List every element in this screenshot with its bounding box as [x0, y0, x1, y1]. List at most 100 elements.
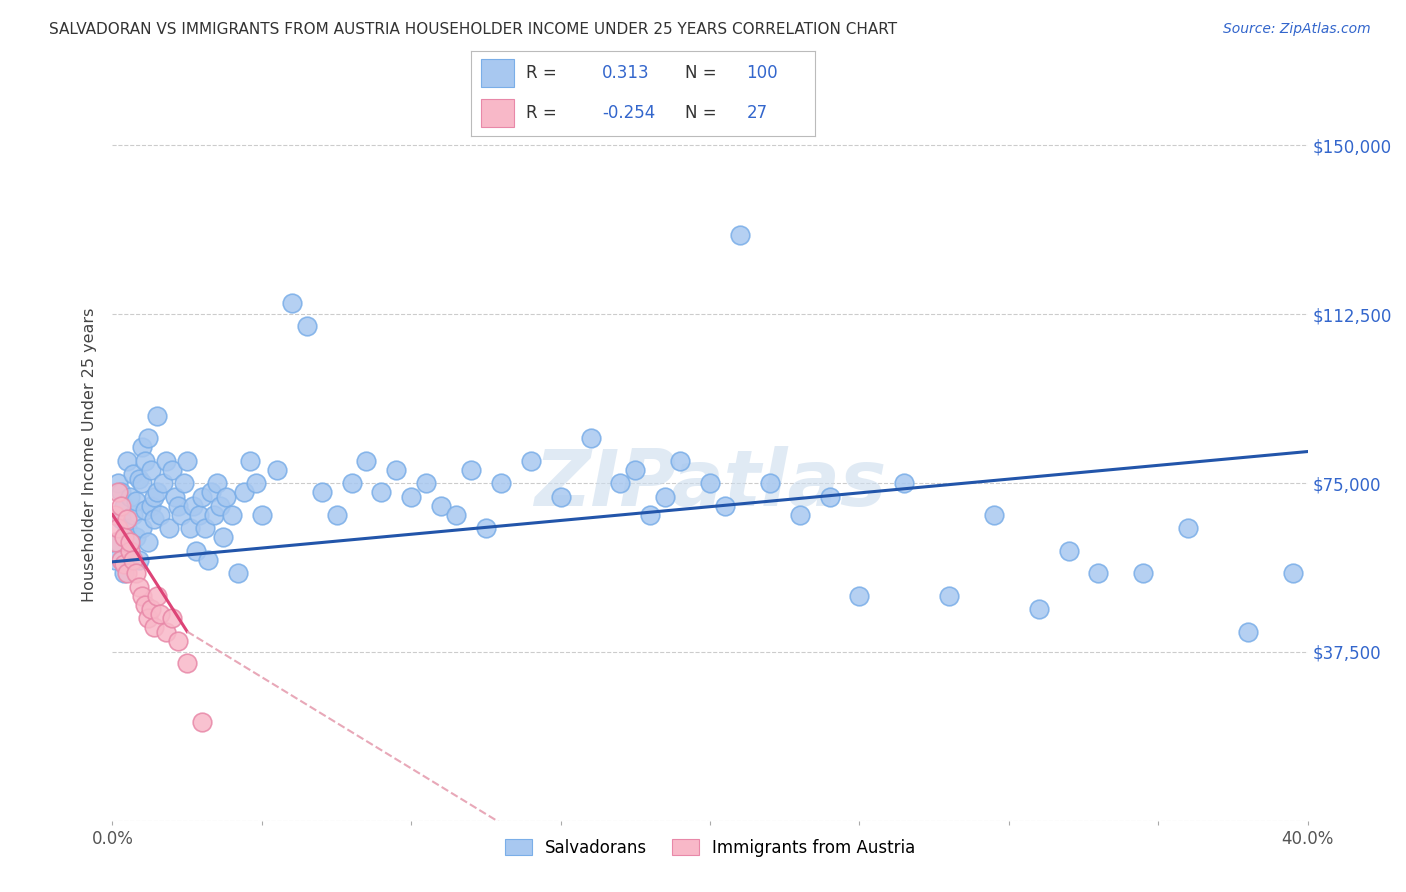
Point	[128, 471, 150, 485]
Point	[117, 566, 139, 580]
Y-axis label: Householder Income Under 25 years: Householder Income Under 25 years	[82, 308, 97, 602]
Point	[609, 476, 631, 491]
Point	[122, 508, 145, 522]
Text: N =: N =	[685, 64, 716, 82]
Point	[191, 714, 214, 729]
Point	[215, 490, 238, 504]
Point	[266, 462, 288, 476]
Point	[1281, 566, 1303, 580]
Point	[134, 598, 156, 612]
Point	[141, 602, 163, 616]
Point	[120, 543, 142, 558]
Text: N =: N =	[685, 103, 716, 121]
Point	[983, 508, 1005, 522]
Point	[141, 499, 163, 513]
Point	[107, 521, 129, 535]
Point	[167, 633, 190, 648]
Bar	[481, 99, 515, 128]
Point	[1237, 624, 1260, 639]
Text: R =: R =	[526, 103, 557, 121]
Point	[114, 566, 135, 580]
Point	[188, 508, 211, 522]
Point	[114, 530, 135, 544]
Point	[194, 521, 217, 535]
Point	[107, 476, 129, 491]
Point	[200, 485, 222, 500]
Point	[281, 296, 304, 310]
Point	[415, 476, 437, 491]
Text: Source: ZipAtlas.com: Source: ZipAtlas.com	[1223, 22, 1371, 37]
Point	[143, 620, 166, 634]
Text: SALVADORAN VS IMMIGRANTS FROM AUSTRIA HOUSEHOLDER INCOME UNDER 25 YEARS CORRELAT: SALVADORAN VS IMMIGRANTS FROM AUSTRIA HO…	[49, 22, 897, 37]
Point	[176, 656, 198, 670]
Point	[233, 485, 256, 500]
Point	[1177, 521, 1199, 535]
Point	[325, 508, 347, 522]
Point	[385, 462, 408, 476]
Point	[624, 462, 647, 476]
Point	[640, 508, 662, 522]
Point	[138, 431, 160, 445]
Point	[460, 462, 482, 476]
Text: 0.313: 0.313	[602, 64, 650, 82]
Point	[938, 589, 960, 603]
Point	[143, 512, 166, 526]
Point	[489, 476, 512, 491]
Point	[120, 543, 142, 558]
Point	[212, 530, 235, 544]
Point	[245, 476, 267, 491]
Point	[848, 589, 870, 603]
Point	[430, 499, 453, 513]
Text: 100: 100	[747, 64, 778, 82]
Point	[146, 485, 169, 500]
Point	[239, 453, 262, 467]
Point	[1087, 566, 1109, 580]
Point	[104, 552, 127, 566]
Point	[155, 453, 177, 467]
Text: 27: 27	[747, 103, 768, 121]
Point	[295, 318, 318, 333]
Point	[186, 543, 208, 558]
Point	[149, 508, 172, 522]
Point	[104, 508, 127, 522]
Point	[131, 589, 153, 603]
Point	[110, 499, 132, 513]
Point	[117, 453, 139, 467]
Point	[131, 476, 153, 491]
Point	[114, 557, 135, 571]
Point	[152, 476, 174, 491]
Point	[107, 485, 129, 500]
Point	[107, 534, 129, 549]
Point	[162, 611, 183, 625]
Point	[202, 508, 225, 522]
Point	[654, 490, 676, 504]
Point	[699, 476, 721, 491]
Point	[141, 462, 163, 476]
Point	[191, 490, 214, 504]
Point	[179, 521, 201, 535]
Point	[170, 508, 193, 522]
Point	[146, 409, 169, 423]
Point	[131, 440, 153, 454]
Point	[110, 552, 132, 566]
Point	[131, 521, 153, 535]
Point	[1028, 602, 1050, 616]
Point	[138, 534, 160, 549]
Point	[110, 485, 132, 500]
Point	[110, 512, 132, 526]
Point	[197, 552, 219, 566]
Point	[104, 534, 127, 549]
Point	[134, 503, 156, 517]
Point	[125, 566, 148, 580]
Text: R =: R =	[526, 64, 557, 82]
Point	[221, 508, 243, 522]
Point	[789, 508, 811, 522]
Point	[340, 476, 363, 491]
Point	[149, 607, 172, 621]
Point	[138, 611, 160, 625]
Point	[209, 499, 232, 513]
Point	[120, 534, 142, 549]
Point	[162, 462, 183, 476]
Point	[818, 490, 841, 504]
Point	[475, 521, 498, 535]
